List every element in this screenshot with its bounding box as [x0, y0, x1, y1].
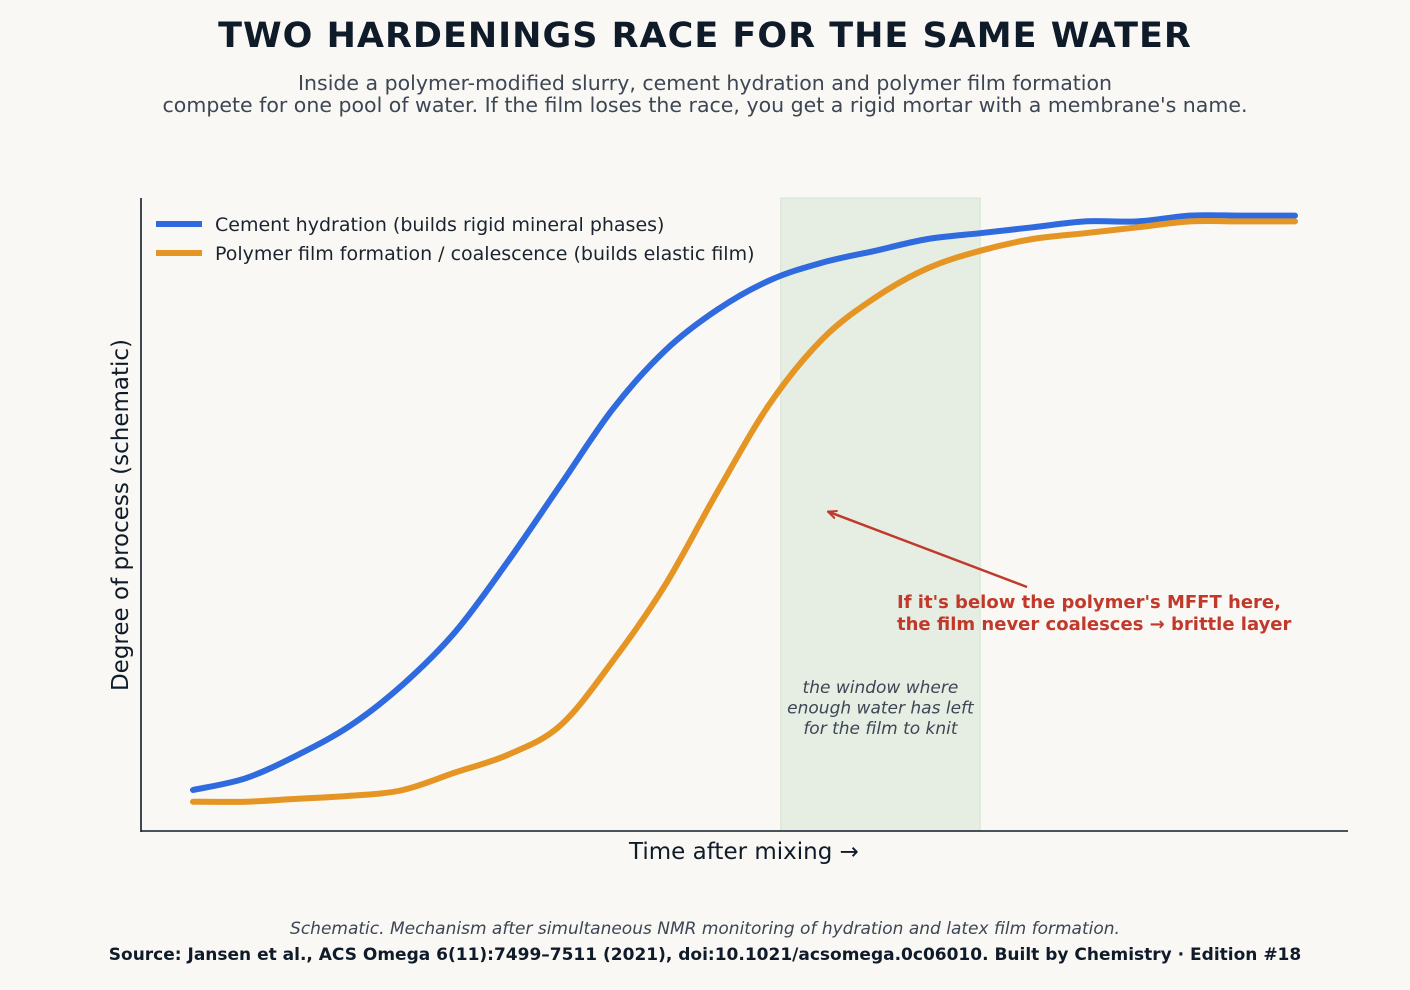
annotation: If it's below the polymer's MFFT here, t… — [897, 592, 1292, 635]
window-label: the window where enough water has left f… — [787, 678, 975, 739]
window-label-line: for the film to knit — [803, 719, 959, 739]
legend-label-cement: Cement hydration (builds rigid mineral p… — [215, 214, 664, 236]
subtitle-line-2: compete for one pool of water. If the fi… — [162, 93, 1248, 117]
legend: Cement hydration (builds rigid mineral p… — [156, 214, 755, 265]
series-line-cement-hydration — [190, 212, 1298, 793]
footer-note: Schematic. Mechanism after simultaneous … — [290, 919, 1120, 939]
shaded-window — [780, 197, 981, 832]
y-axis-label: Degree of process (schematic) — [108, 339, 134, 691]
annotation-line: If it's below the polymer's MFFT here, — [897, 592, 1281, 613]
chart-subtitle: Inside a polymer-modified slurry, cement… — [0, 72, 1410, 116]
window-label-line: enough water has left — [787, 699, 975, 719]
footer-source: Source: Jansen et al., ACS Omega 6(11):7… — [108, 945, 1302, 965]
annotation-line: the film never coalesces → brittle layer — [897, 614, 1292, 635]
subtitle-line-1: Inside a polymer-modified slurry, cement… — [297, 71, 1113, 95]
series-line-polymer-film — [190, 218, 1298, 805]
annotation-arrow — [828, 512, 1028, 589]
legend-label-polymer: Polymer film formation / coalescence (bu… — [215, 243, 755, 265]
chart-title: TWO HARDENINGS RACE FOR THE SAME WATER — [218, 16, 1192, 56]
window-label-line: the window where — [803, 678, 959, 698]
x-axis-label: Time after mixing → — [628, 839, 859, 865]
